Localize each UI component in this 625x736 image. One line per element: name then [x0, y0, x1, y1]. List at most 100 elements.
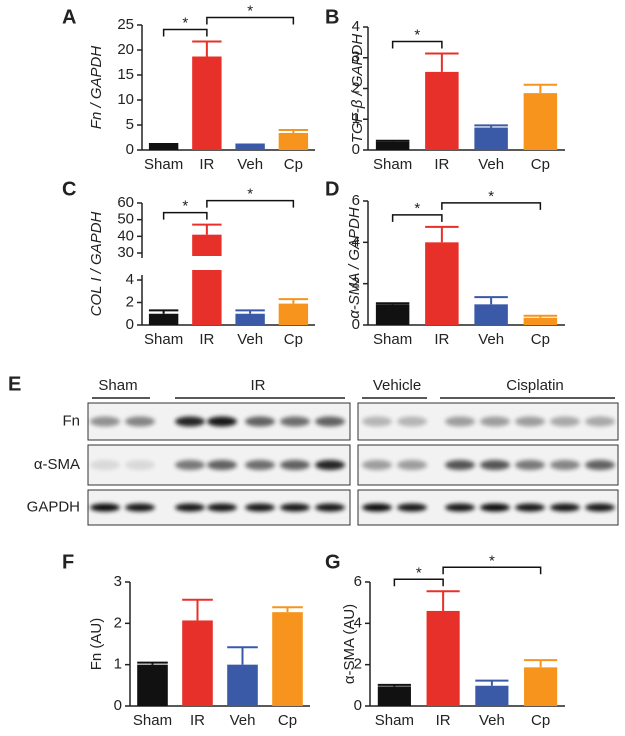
blot-group-label: Vehicle	[373, 377, 421, 394]
blot-band	[245, 460, 275, 470]
blot-band	[90, 460, 120, 470]
blot-band	[515, 416, 545, 427]
blot-band	[125, 460, 155, 470]
y-tick-label: 0	[126, 141, 134, 158]
bar	[272, 612, 303, 706]
bar	[377, 686, 411, 706]
blot-band	[550, 460, 580, 470]
x-tick-label: Veh	[478, 331, 504, 348]
y-tick-label: 0	[352, 316, 360, 333]
bar	[375, 304, 410, 325]
bar	[278, 133, 309, 150]
y-tick-label: 30	[117, 244, 134, 261]
x-tick-label: Sham	[373, 156, 412, 173]
blot-band	[480, 416, 510, 427]
blot-band	[362, 503, 392, 512]
bar	[474, 127, 508, 150]
y-tick-label: 2	[352, 79, 360, 96]
blot-band	[90, 503, 120, 512]
y-tick-label: 2	[354, 656, 362, 673]
blot-band	[515, 503, 545, 512]
blot-band	[397, 416, 427, 427]
y-axis-label: Fn / GAPDH	[88, 46, 105, 130]
blot-band	[207, 416, 237, 427]
bar	[235, 313, 265, 325]
blot-band	[315, 416, 345, 427]
significance-label: *	[416, 564, 422, 581]
blot-band	[207, 503, 237, 512]
y-tick-label: 10	[117, 91, 134, 108]
x-tick-label: Cp	[531, 331, 550, 348]
y-tick-label: 15	[117, 66, 134, 83]
panel-letter: E	[8, 373, 21, 395]
y-tick-label: 5	[126, 116, 134, 133]
y-axis-label: Fn (AU)	[88, 618, 105, 671]
y-axis-label: α-SMA (AU)	[341, 604, 358, 684]
blot-band	[480, 503, 510, 512]
y-tick-label: 6	[354, 573, 362, 590]
bar	[192, 270, 222, 325]
bar	[523, 93, 558, 150]
significance-bracket	[162, 211, 208, 220]
bar	[524, 667, 558, 706]
significance-bracket	[206, 16, 295, 25]
y-tick-label: 0	[114, 697, 122, 714]
y-axis-label: TGF-β / GAPDH	[349, 34, 366, 144]
y-tick-label: 20	[117, 41, 134, 58]
bar	[474, 304, 508, 325]
blot-band	[245, 416, 275, 427]
y-tick-label: 50	[117, 211, 134, 228]
y-tick-label: 3	[352, 49, 360, 66]
bar	[148, 313, 179, 325]
x-tick-label: IR	[199, 331, 214, 348]
blot-row-label: Fn	[62, 412, 80, 429]
blot-band	[315, 503, 345, 512]
significance-label: *	[414, 200, 420, 217]
y-tick-label: 60	[117, 194, 134, 211]
y-tick-label: 2	[114, 614, 122, 631]
blot-band	[315, 460, 345, 470]
x-tick-label: Sham	[375, 712, 414, 729]
x-tick-label: IR	[190, 712, 205, 729]
blot-band	[175, 460, 205, 470]
blot-band	[125, 416, 155, 427]
significance-label: *	[247, 186, 253, 203]
significance-label: *	[488, 188, 494, 205]
panel-letter: B	[325, 6, 339, 28]
blot-band	[550, 416, 580, 427]
y-tick-label: 0	[354, 697, 362, 714]
bar	[182, 620, 213, 706]
panel-letter: D	[325, 178, 339, 200]
blot-band	[515, 460, 545, 470]
bar	[235, 145, 265, 150]
blot-band	[207, 460, 237, 470]
x-tick-label: Sham	[373, 331, 412, 348]
blot-band	[550, 503, 580, 512]
x-tick-label: Sham	[144, 156, 183, 173]
x-tick-label: IR	[434, 331, 449, 348]
bar	[137, 664, 168, 706]
significance-bracket	[393, 578, 444, 587]
x-tick-label: Veh	[230, 712, 256, 729]
y-tick-label: 6	[352, 192, 360, 209]
bar	[227, 664, 258, 706]
blot-group-label: IR	[251, 377, 266, 394]
y-tick-label: 4	[126, 271, 134, 288]
significance-bracket	[206, 199, 295, 208]
bar	[192, 234, 222, 256]
blot-band	[585, 416, 615, 427]
y-tick-label: 40	[117, 227, 134, 244]
blot-band	[280, 416, 310, 427]
bar	[425, 242, 459, 325]
blot-band	[362, 416, 392, 427]
y-tick-label: 0	[126, 316, 134, 333]
blot-band	[397, 503, 427, 512]
blot-row-label: GAPDH	[27, 498, 80, 515]
blot-band	[175, 416, 205, 427]
x-tick-label: Sham	[133, 712, 172, 729]
blot-band	[280, 503, 310, 512]
x-tick-label: IR	[199, 156, 214, 173]
significance-label: *	[247, 2, 253, 19]
x-tick-label: IR	[436, 712, 451, 729]
y-axis-label: COL I / GAPDH	[88, 211, 105, 316]
